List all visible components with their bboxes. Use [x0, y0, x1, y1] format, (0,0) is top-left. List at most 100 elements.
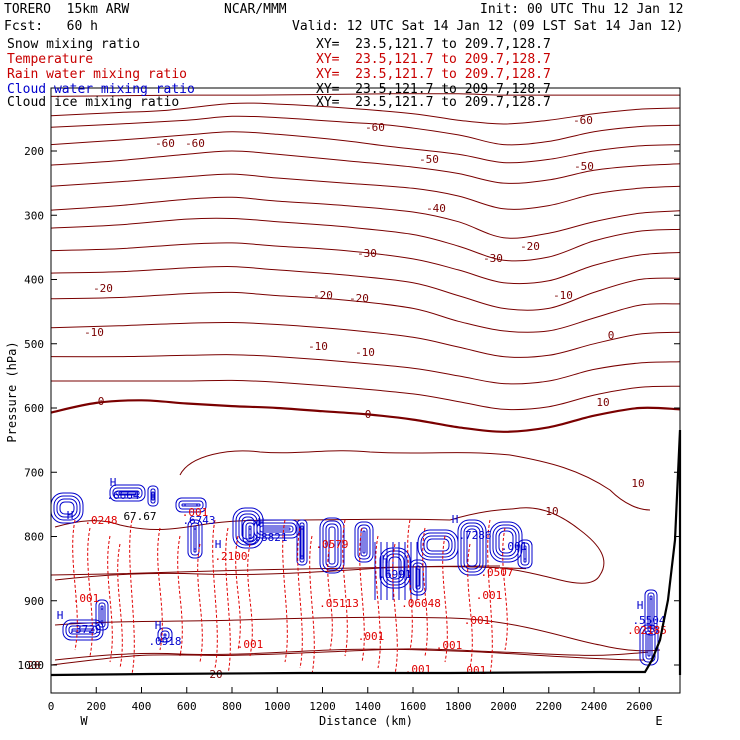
- x-tick-label-0: 0: [48, 700, 55, 713]
- field-cloud-water-xy: XY= 23.5,121.7 to 209.7,128.7: [316, 82, 551, 97]
- cloud-water-contour-20-3: [100, 608, 104, 622]
- isotherm-label-18: 0: [98, 395, 105, 408]
- rain-contour-24: [487, 519, 493, 675]
- cloud-water-contour-6-0: [253, 519, 300, 539]
- y-tick-label-2: 400: [24, 274, 44, 287]
- field-rain-xy: XY= 23.5,121.7 to 209.7,128.7: [316, 67, 551, 82]
- cloud-water-contour-18-0: [644, 589, 658, 636]
- cloud-water-contour-6-1: [256, 522, 297, 536]
- isotherm-label-1: -60: [185, 137, 205, 150]
- rain-max-13: .001: [436, 639, 463, 652]
- cloud-water-contour-5-3: [248, 528, 252, 536]
- isotherm-label-15: -10: [308, 340, 328, 353]
- isotherm-1: [50, 102, 681, 125]
- rain-contour-23: [467, 543, 473, 669]
- rain-max-11: .001: [464, 614, 491, 627]
- x-tick-label-1: 200: [86, 700, 106, 713]
- cloud-water-contour-13-1: [460, 522, 484, 573]
- cloud-water-contour-18-1: [647, 592, 655, 633]
- rain-contour-5: [157, 527, 163, 651]
- cloud-water-contour-8-1: [322, 520, 342, 571]
- cloud-water-contour-10-2: [385, 553, 405, 583]
- cloud-water-max-5: .5504: [632, 614, 665, 627]
- cloud-water-contour-12-1: [420, 532, 456, 558]
- field-cloud-ice-xy: XY= 23.5,121.7 to 209.7,128.7: [316, 95, 551, 110]
- rain-contour-2: [107, 535, 113, 663]
- cloud-water-contour-17-0: [157, 627, 173, 643]
- rain-contour-17: [359, 527, 365, 663]
- cloud-water-contour-9-2: [360, 527, 368, 557]
- cloud-water-contour-0-1: [53, 495, 81, 521]
- cloud-water-contour-18-3: [649, 598, 653, 627]
- cloud-water-contour-9-1: [357, 524, 371, 560]
- rain-max-8: .001: [182, 506, 209, 519]
- isotherm-12: [50, 354, 681, 385]
- cloud-water-contour-8-0: [319, 517, 345, 574]
- rain-contour-9: [225, 527, 231, 675]
- isotherm-label-0: -60: [155, 137, 175, 150]
- cloud-water-contour-11-2: [415, 565, 421, 590]
- rain-max-4: .06048: [401, 597, 441, 610]
- cloud-water-contour-20-1: [98, 602, 106, 628]
- cloud-water-contour-8-3: [328, 526, 336, 565]
- cloud-ice-max: 67.67: [123, 510, 156, 523]
- x-tick-label-5: 1000: [264, 700, 291, 713]
- rain-max-3: .0507: [480, 566, 513, 579]
- x-tick-label-6: 1200: [309, 700, 336, 713]
- rain-max-5: .05113: [319, 597, 359, 610]
- y-tick-label-1: 300: [24, 209, 44, 222]
- cloud-water-contour-3-1: [178, 500, 204, 510]
- isotherm-2: [50, 115, 681, 146]
- rain-layer: [72, 519, 508, 675]
- isotherm-label-12: -20: [349, 292, 369, 305]
- isotherm-label-17: 0: [608, 329, 615, 342]
- isotherm-label-19: 0: [365, 408, 372, 421]
- isotherm-0: [50, 93, 680, 97]
- model-title: TORERO 15km ARW: [4, 2, 130, 17]
- maximum-marker-8: H: [155, 619, 162, 632]
- cloud-water-max-3: .7286: [458, 529, 491, 542]
- rain-contour-6: [177, 535, 183, 657]
- warm-isotherm-4: [54, 616, 661, 652]
- x-tick-label-3: 600: [177, 700, 197, 713]
- cloud-water-contour-17-1: [160, 630, 170, 640]
- cloud-water-contour-8-2: [325, 523, 339, 568]
- rain-max-2: .0579: [315, 538, 348, 551]
- cloud-water-contour-3-3: [184, 503, 198, 507]
- maximum-marker-2: H: [258, 516, 265, 529]
- warm-isotherm-0: [179, 450, 651, 511]
- axis-layer: 0 200 400 600 800 1000 1200 1400 1600 1800 2000 220…: [18, 145, 680, 713]
- maximum-marker-0: H: [110, 476, 117, 489]
- rain-contour-16: [342, 519, 348, 657]
- rain-contour-11: [247, 543, 253, 657]
- cloud-water-contour-2-0: [147, 485, 159, 507]
- maximum-marker-4: H: [382, 553, 389, 566]
- isotherm-4: [50, 150, 681, 184]
- rain-contour-13: [297, 527, 303, 669]
- cloud-water-contour-7-1: [299, 522, 305, 563]
- cloud-water-contour-21-3: [193, 528, 197, 550]
- contour-label-layer: HHHHHHHHH.6664.6743.8821.7286.6991.5504.…: [27, 114, 667, 681]
- isotherm-9: [50, 266, 681, 311]
- cloud-water-contour-15-0: [517, 539, 533, 569]
- isotherm-label-14: -10: [84, 326, 104, 339]
- rain-contour-8: [212, 519, 218, 669]
- rain-contour-22: [442, 535, 448, 663]
- rain-contour-20: [407, 519, 413, 651]
- cloud-water-contour-1-1: [112, 487, 143, 499]
- cloud-water-contour-15-3: [523, 548, 527, 560]
- cloud-water-contour-7-3: [300, 528, 304, 557]
- field-cloud-water: Cloud water mixing ratio: [7, 82, 195, 97]
- cloud-water-contour-16-2: [68, 625, 98, 635]
- rain-max-9: .001: [237, 638, 264, 651]
- cloud-water-contour-7-0: [296, 519, 308, 566]
- isotherm-5: [50, 173, 681, 210]
- isotherm-10: [50, 291, 681, 333]
- rain-max-12: .001: [358, 630, 385, 643]
- cloud-water-contour-1-0: [109, 484, 146, 502]
- cloud-water-contour-12-2: [423, 535, 453, 555]
- cloud-water-contour-1-2: [115, 490, 140, 496]
- x-tick-label-12: 2400: [581, 700, 608, 713]
- isotherm-11: [50, 321, 681, 358]
